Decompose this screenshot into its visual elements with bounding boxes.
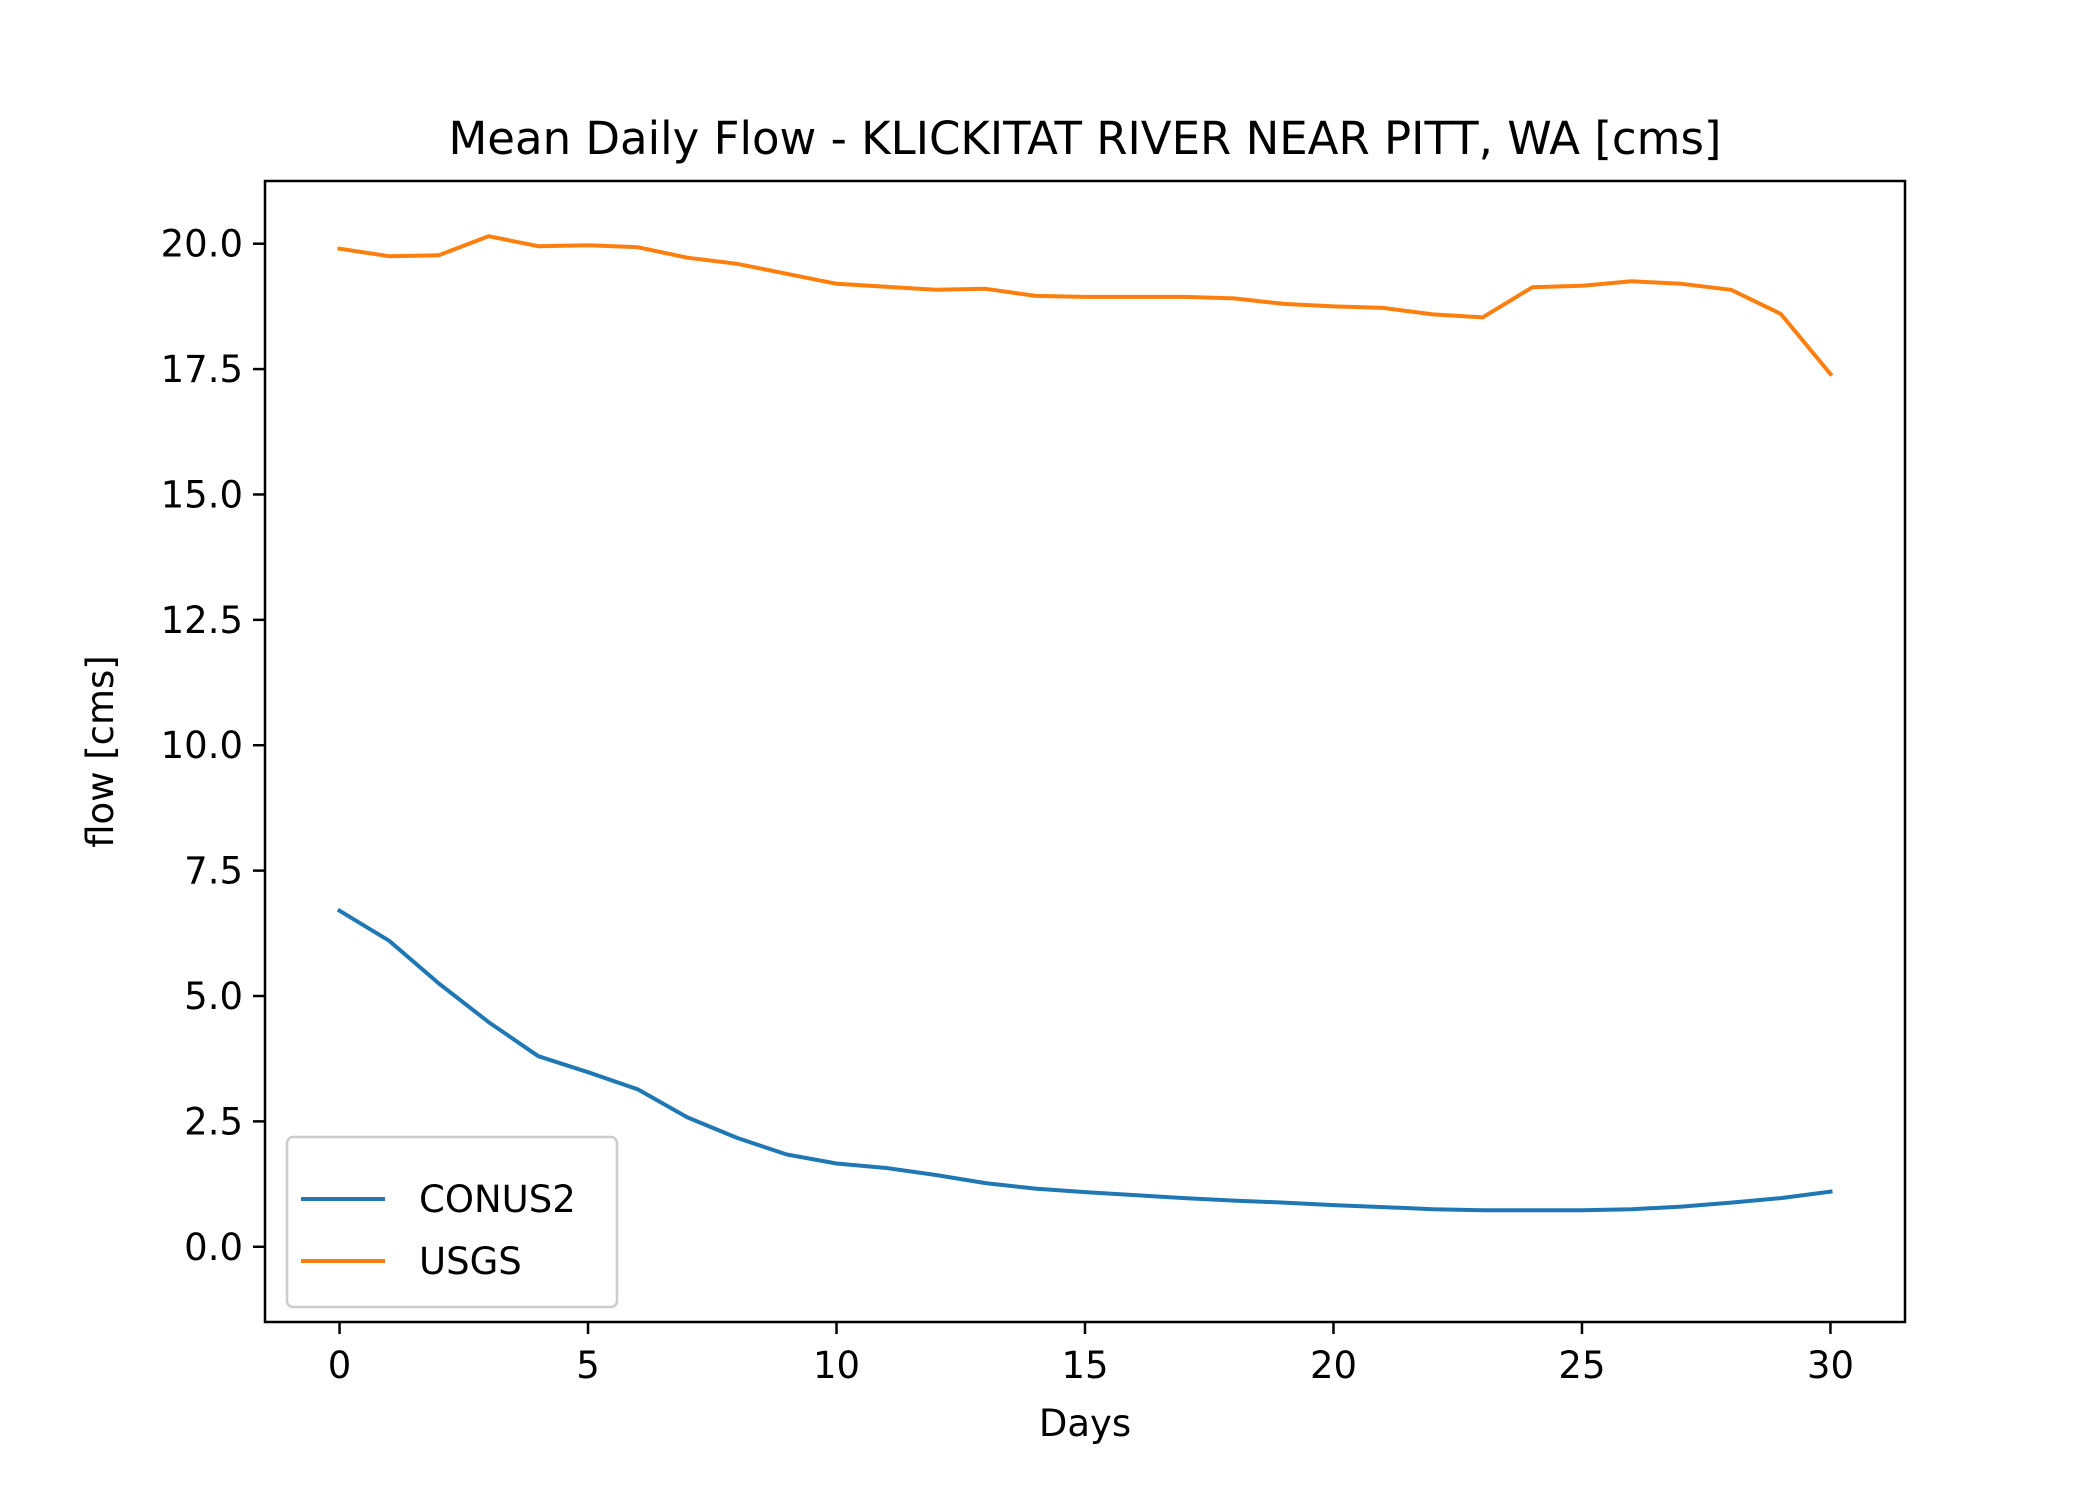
x-tick-label: 25 [1558,1344,1605,1387]
y-tick-label: 0.0 [184,1226,243,1269]
x-tick-label: 30 [1807,1344,1854,1387]
y-tick-label: 15.0 [161,473,243,516]
x-tick-label: 10 [813,1344,860,1387]
y-tick-label: 7.5 [184,850,243,893]
series-line-usgs [337,234,1834,377]
y-tick-label: 17.5 [161,348,243,391]
legend: CONUS2 USGS [285,1135,619,1309]
x-axis-label: Days [1039,1402,1131,1445]
x-axis: 0 5 10 15 20 25 30 [328,1322,1854,1387]
y-tick-label: 10.0 [161,724,243,767]
x-tick-label: 20 [1310,1344,1357,1387]
legend-label-usgs: USGS [419,1240,522,1283]
series-layer [336,234,1834,1213]
y-tick-label: 20.0 [161,223,243,266]
y-axis-label: flow [cms] [79,655,122,848]
x-tick-label: 15 [1061,1344,1108,1387]
chart-title: Mean Daily Flow - KLICKITAT RIVER NEAR P… [448,112,1721,165]
y-tick-label: 12.5 [161,599,243,642]
series-line-conus2 [336,907,1833,1213]
y-tick-label: 2.5 [184,1100,243,1143]
x-tick-label: 0 [328,1344,352,1387]
x-tick-label: 5 [576,1344,600,1387]
y-axis: 0.0 2.5 5.0 7.5 10.0 12.5 15.0 17.5 20.0 [161,223,265,1269]
legend-box [285,1135,619,1309]
legend-label-conus2: CONUS2 [419,1178,576,1221]
y-tick-label: 5.0 [184,975,243,1018]
